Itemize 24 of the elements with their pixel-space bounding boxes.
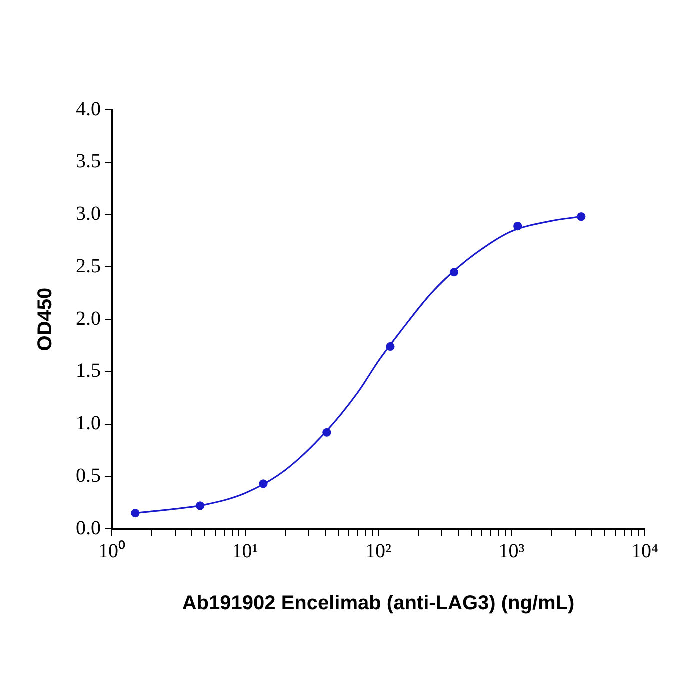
point [577, 212, 586, 222]
y-axis-title: OD450 [34, 288, 57, 352]
x-tick-label: 10³ [498, 540, 525, 562]
x-tick-label: 10⁰ [98, 539, 126, 562]
y-tick-label: 0.5 [76, 464, 101, 487]
y-tick-label: 2.5 [76, 255, 101, 278]
y-tick-label: 1.5 [76, 360, 101, 382]
y-tick-label: 4.0 [76, 98, 101, 120]
x-tick-label: 10² [366, 540, 392, 562]
point [514, 222, 522, 231]
y-tick-label: 3.5 [76, 150, 101, 173]
y-tick-label: 1.0 [76, 412, 101, 434]
point [131, 508, 140, 518]
x-axis-title: Ab191902 Encelimab (anti-LAG3) (ng/mL) [182, 592, 575, 615]
y-tick-label: 2.0 [76, 308, 101, 330]
y-tick-label: 0.0 [76, 517, 101, 540]
y-tick-label: 3.0 [76, 203, 101, 225]
x-tick-label: 10⁴ [632, 540, 659, 562]
point [196, 502, 205, 510]
point [386, 342, 395, 352]
point [322, 428, 332, 437]
x-tick-label: 10¹ [232, 540, 258, 562]
point [259, 480, 268, 488]
point [450, 268, 459, 277]
